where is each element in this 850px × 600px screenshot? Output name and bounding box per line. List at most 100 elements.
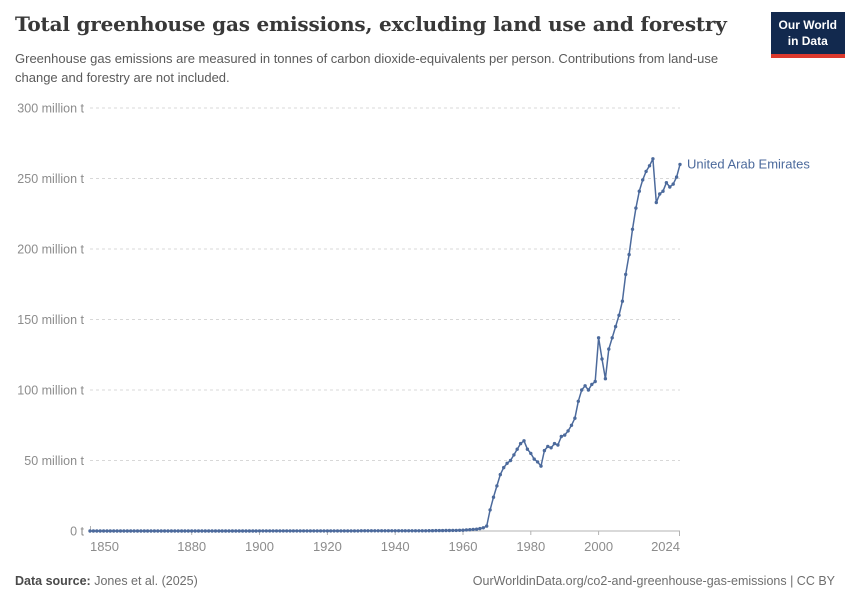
data-point [644, 169, 648, 174]
data-point [664, 181, 669, 185]
data-point [271, 529, 275, 533]
x-tick-label: 1850 [90, 539, 119, 554]
data-point [539, 464, 543, 468]
page-title: Total greenhouse gas emissions, excludin… [15, 12, 727, 36]
x-tick-label: 1960 [449, 539, 478, 554]
data-point [502, 465, 506, 470]
data-point [600, 357, 604, 361]
data-point [159, 529, 163, 533]
data-point [240, 529, 245, 533]
data-point [244, 529, 248, 533]
data-point [301, 529, 306, 533]
data-point [210, 529, 214, 533]
data-point [190, 529, 194, 533]
owid-logo-line1: Our World [778, 18, 837, 32]
data-point [424, 529, 428, 533]
emissions-line[interactable] [89, 158, 681, 532]
data-point [98, 529, 102, 533]
data-point [230, 529, 235, 533]
data-point [329, 529, 333, 533]
y-tick-label: 300 million t [17, 102, 84, 116]
data-point [420, 529, 424, 533]
data-point [413, 529, 418, 533]
data-point [576, 399, 580, 403]
data-point [166, 529, 170, 533]
data-point [108, 529, 113, 533]
data-point [410, 529, 414, 533]
data-point [440, 528, 445, 533]
data-point [169, 529, 174, 533]
data-point [335, 529, 340, 533]
data-point [464, 528, 469, 532]
data-point [586, 388, 591, 392]
data-point [403, 529, 407, 533]
data-point [651, 157, 655, 161]
data-point [237, 529, 241, 533]
data-point [125, 529, 129, 533]
data-point [251, 529, 255, 533]
owid-logo[interactable]: Our World in Data [770, 12, 845, 59]
data-point [393, 529, 397, 533]
data-point [91, 529, 96, 533]
data-point [101, 529, 106, 533]
data-point [118, 529, 123, 533]
data-point [549, 446, 553, 450]
data-point [291, 529, 296, 533]
data-point [112, 529, 116, 533]
data-point [556, 443, 560, 447]
data-point [624, 272, 628, 277]
data-point [132, 529, 136, 533]
data-point [481, 526, 485, 530]
data-point [620, 299, 625, 303]
data-point [173, 529, 177, 533]
data-point [583, 384, 587, 388]
data-point [342, 529, 346, 533]
data-point [207, 529, 211, 533]
data-point [145, 529, 150, 533]
data-point [654, 200, 658, 205]
data-point [647, 164, 652, 168]
data-point [678, 162, 682, 167]
data-point [542, 448, 547, 453]
data-point [447, 528, 452, 533]
data-point [332, 529, 336, 533]
data-point [454, 528, 458, 533]
data-point [383, 529, 387, 533]
data-point [529, 451, 533, 456]
data-point [186, 529, 190, 533]
data-point [305, 529, 309, 533]
data-point [573, 416, 577, 420]
data-point [641, 178, 645, 182]
data-point [658, 192, 662, 196]
data-point [356, 529, 360, 533]
data-point [200, 529, 204, 533]
data-point [274, 529, 279, 533]
data-point [196, 529, 201, 533]
data-point [668, 185, 672, 189]
x-tick-label: 2000 [584, 539, 613, 554]
data-point [183, 529, 187, 533]
y-tick-label: 250 million t [17, 172, 84, 186]
data-point [471, 527, 475, 532]
data-point [295, 529, 299, 533]
data-point [400, 529, 404, 533]
data-point [491, 495, 496, 499]
data-point [386, 529, 391, 533]
data-point [390, 529, 394, 533]
data-point [613, 324, 618, 329]
data-point [179, 529, 184, 533]
data-point [217, 529, 221, 533]
data-point [369, 529, 374, 533]
data-point [105, 529, 109, 533]
data-point [298, 529, 302, 533]
data-point [281, 529, 285, 533]
data-point [522, 439, 526, 443]
data-point [485, 524, 489, 528]
data-point [396, 529, 401, 533]
data-point [505, 461, 509, 465]
series-label[interactable]: United Arab Emirates [687, 156, 810, 171]
credit-link[interactable]: OurWorldinData.org/co2-and-greenhouse-ga… [472, 574, 835, 588]
y-tick-label: 150 million t [17, 313, 84, 327]
